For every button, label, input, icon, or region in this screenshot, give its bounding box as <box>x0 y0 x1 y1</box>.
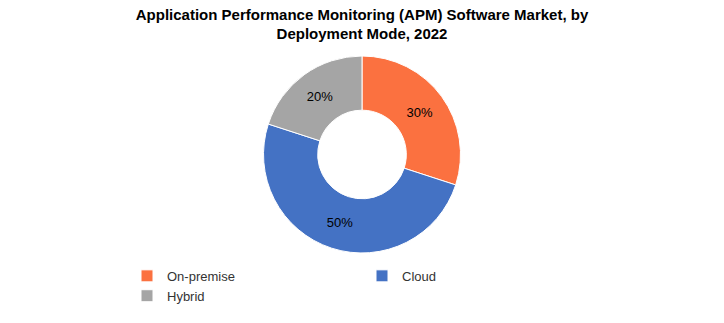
svg-text:Cloud: Cloud <box>402 269 436 284</box>
svg-text:20%: 20% <box>307 89 333 104</box>
svg-text:On-premise: On-premise <box>167 269 235 284</box>
svg-text:50%: 50% <box>327 215 353 230</box>
svg-text:30%: 30% <box>407 105 433 120</box>
svg-text:Application Performance Monito: Application Performance Monitoring (APM)… <box>136 6 589 43</box>
svg-text:Hybrid: Hybrid <box>167 289 205 304</box>
